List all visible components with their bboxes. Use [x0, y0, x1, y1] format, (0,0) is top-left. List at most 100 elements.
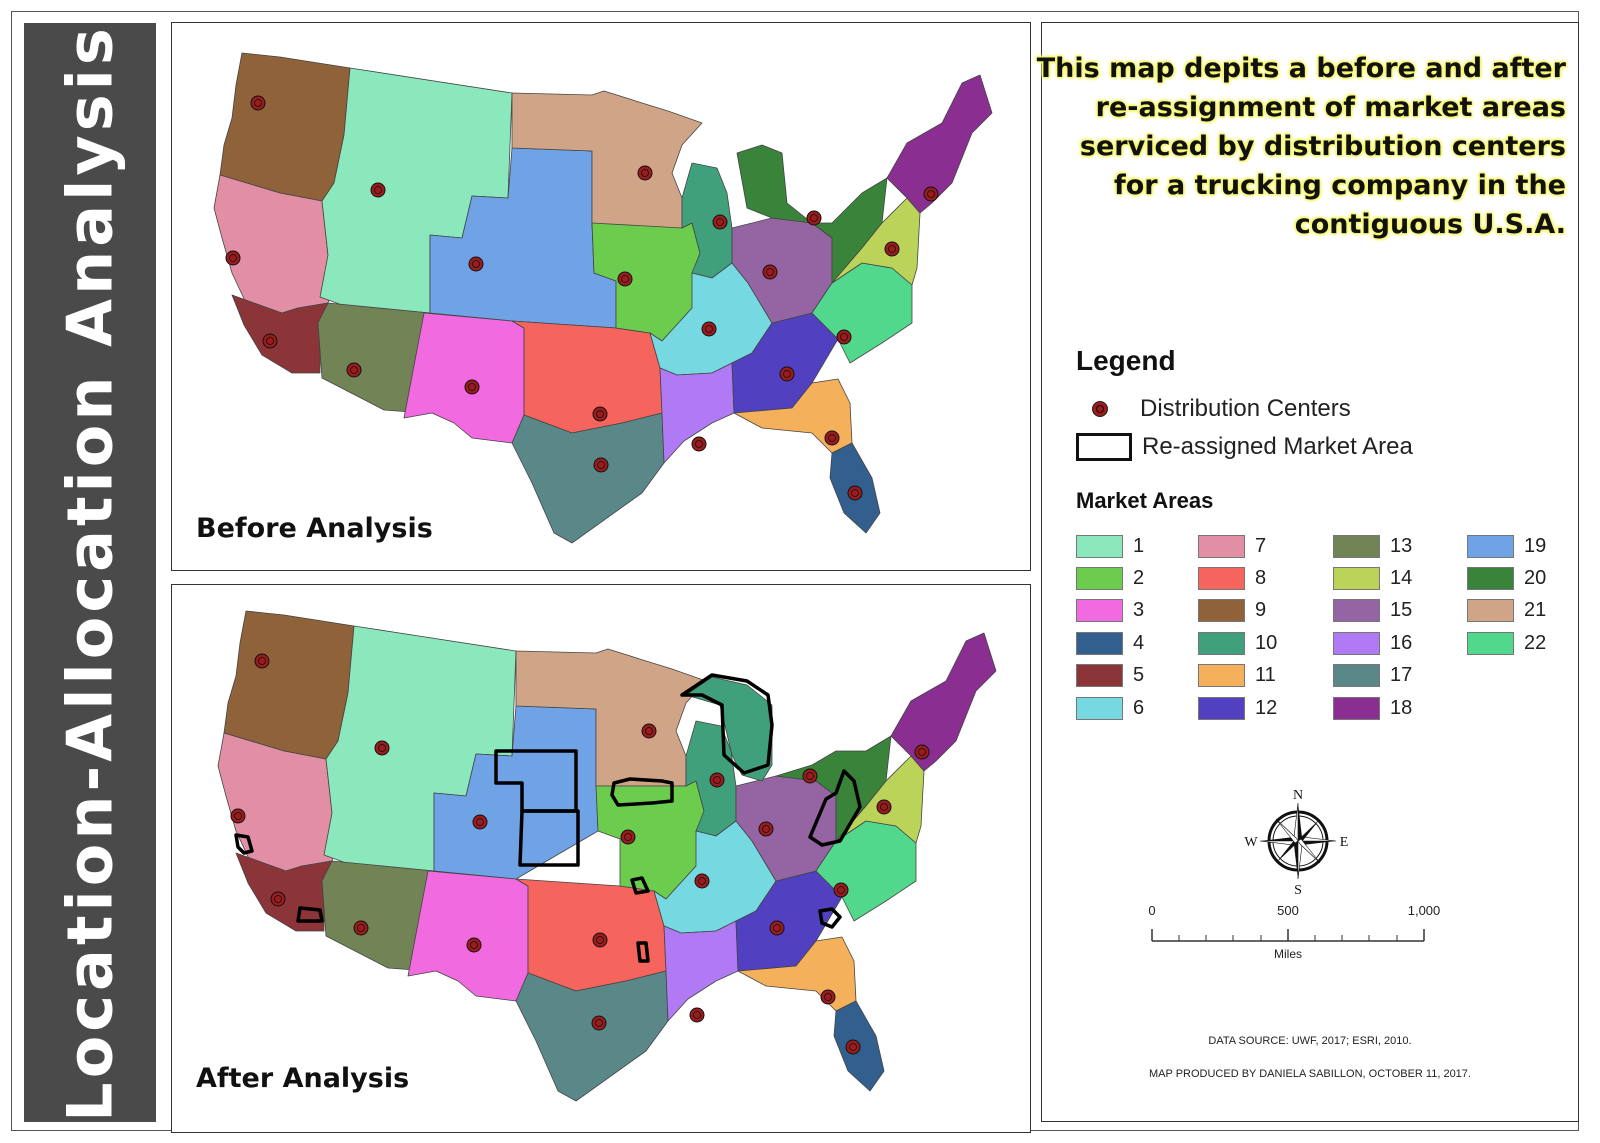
market-area-swatch	[1467, 567, 1514, 591]
market-area-17	[515, 970, 669, 1102]
market-area-legend-item: 20	[1467, 562, 1587, 594]
market-area-label: 6	[1133, 696, 1145, 719]
market-area-16	[663, 920, 739, 1022]
market-area-label: 9	[1255, 599, 1267, 622]
market-area-8	[515, 878, 667, 992]
market-area-8	[511, 320, 663, 434]
market-area-label: 10	[1255, 631, 1278, 654]
market-area-label: 2	[1133, 567, 1145, 590]
market-area-21	[511, 90, 703, 229]
market-area-swatch	[1467, 599, 1514, 623]
legend-distribution-centers: Distribution Centers	[1076, 395, 1351, 423]
market-area-label: 1	[1133, 534, 1145, 557]
market-area-swatch	[1467, 631, 1514, 655]
market-area-label: 14	[1390, 567, 1413, 590]
market-area-10b	[685, 676, 773, 782]
market-area-label: 5	[1133, 664, 1145, 687]
data-source-credit: DATA SOURCE: UWF, 2017; ESRI, 2010.	[1208, 1035, 1412, 1047]
market-area-label: 13	[1390, 534, 1413, 557]
market-area-legend-item: 6	[1076, 692, 1198, 724]
market-area-swatch	[1333, 631, 1380, 655]
market-area-label: 4	[1133, 631, 1145, 654]
market-area-18	[886, 74, 993, 214]
market-area-swatch	[1076, 599, 1123, 623]
market-area-legend-item: 10	[1198, 627, 1333, 659]
market-area-label: 17	[1390, 664, 1413, 687]
legend-title: Legend	[1076, 345, 1176, 376]
market-area-swatch	[1076, 631, 1123, 655]
market-area-21	[515, 648, 707, 787]
reassigned-area-kansas	[518, 809, 580, 867]
market-area-legend-item: 14	[1333, 562, 1467, 594]
before-analysis-map: Before Analysis	[171, 22, 1031, 571]
market-area-swatch	[1198, 664, 1245, 688]
reassigned-area-ark-south	[636, 941, 650, 963]
market-area-legend-item: 9	[1198, 595, 1333, 627]
market-area-legend-item: 4	[1076, 627, 1198, 659]
market-area-legend-item: 17	[1333, 660, 1467, 692]
market-area-legend-item: 12	[1198, 692, 1333, 724]
market-area-label: 11	[1255, 664, 1276, 687]
market-area-legend-item: 13	[1333, 530, 1467, 562]
market-area-label: 22	[1524, 631, 1547, 654]
before-analysis-label: Before Analysis	[196, 513, 433, 544]
market-area-label: 8	[1255, 567, 1267, 590]
compass-n: N	[1293, 788, 1303, 803]
market-area-swatch	[1076, 696, 1123, 720]
map-title: Location-Allocation Analysis	[53, 23, 127, 1122]
scale-bar-graphic	[1151, 929, 1425, 942]
market-area-18	[890, 632, 997, 772]
description-line: for a trucking company in the	[1113, 170, 1566, 201]
market-area-3	[407, 870, 529, 1002]
market-area-swatch	[1467, 534, 1514, 558]
market-area-legend-item: 22	[1467, 627, 1587, 659]
legend-reassigned-label: Re-assigned Market Area	[1142, 433, 1413, 460]
market-area-swatch	[1198, 534, 1245, 558]
market-area-legend-item: 21	[1467, 595, 1587, 627]
market-area-label: 16	[1390, 631, 1413, 654]
distribution-center-icon	[1092, 401, 1108, 417]
before-map-svg	[213, 52, 993, 544]
after-map-svg	[217, 610, 997, 1102]
compass-w: W	[1244, 835, 1258, 850]
market-area-legend-item: 3	[1076, 595, 1198, 627]
description-line: serviced by distribution centers	[1079, 131, 1566, 162]
reassigned-area-ca-south	[296, 906, 324, 923]
compass-e: E	[1340, 835, 1349, 850]
market-area-20	[736, 144, 888, 284]
market-area-label: 3	[1133, 599, 1145, 622]
market-area-9	[219, 52, 351, 202]
after-analysis-label: After Analysis	[196, 1063, 410, 1094]
scale-label-0: 0	[1148, 903, 1156, 918]
market-area-legend-item: 8	[1198, 562, 1333, 594]
market-area-legend-item: 16	[1333, 627, 1467, 659]
scale-bar: 0 500 1,000 Miles	[1148, 903, 1452, 963]
compass-s: S	[1294, 883, 1302, 898]
market-area-legend-item: 2	[1076, 562, 1198, 594]
reassigned-area-ca-north	[234, 833, 254, 855]
reassigned-market-areas	[234, 673, 862, 963]
market-area-label: 15	[1390, 599, 1413, 622]
scale-label-500: 500	[1277, 903, 1299, 918]
market-area-legend-item: 7	[1198, 530, 1333, 562]
description-line: This map depits a before and after	[1036, 53, 1566, 84]
market-areas-grid: 1 2 3 4 5 6 7 8 9 10 11 12 13 14 15 16 17 18 19 20 21 22	[1076, 530, 1587, 724]
market-area-swatch	[1076, 664, 1123, 688]
market-area-swatch	[1198, 599, 1245, 623]
market-area-label: 19	[1524, 534, 1547, 557]
market-area-swatch	[1333, 664, 1380, 688]
market-area-swatch	[1076, 534, 1123, 558]
reassigned-area-ark-north	[630, 876, 650, 895]
market-area-label: 12	[1255, 696, 1278, 719]
after-analysis-map: After Analysis	[171, 584, 1031, 1133]
distribution-centers-before	[225, 95, 939, 501]
market-area-swatch	[1198, 567, 1245, 591]
title-band: Location-Allocation Analysis	[24, 23, 156, 1122]
market-area-swatch	[1333, 567, 1380, 591]
market-area-swatch	[1198, 631, 1245, 655]
legend-reassigned-area: Re-assigned Market Area	[1076, 433, 1413, 461]
market-area-swatch	[1076, 567, 1123, 591]
market-area-label: 20	[1524, 567, 1547, 590]
market-area-14	[835, 755, 925, 844]
reassigned-area-michigan	[680, 673, 774, 775]
